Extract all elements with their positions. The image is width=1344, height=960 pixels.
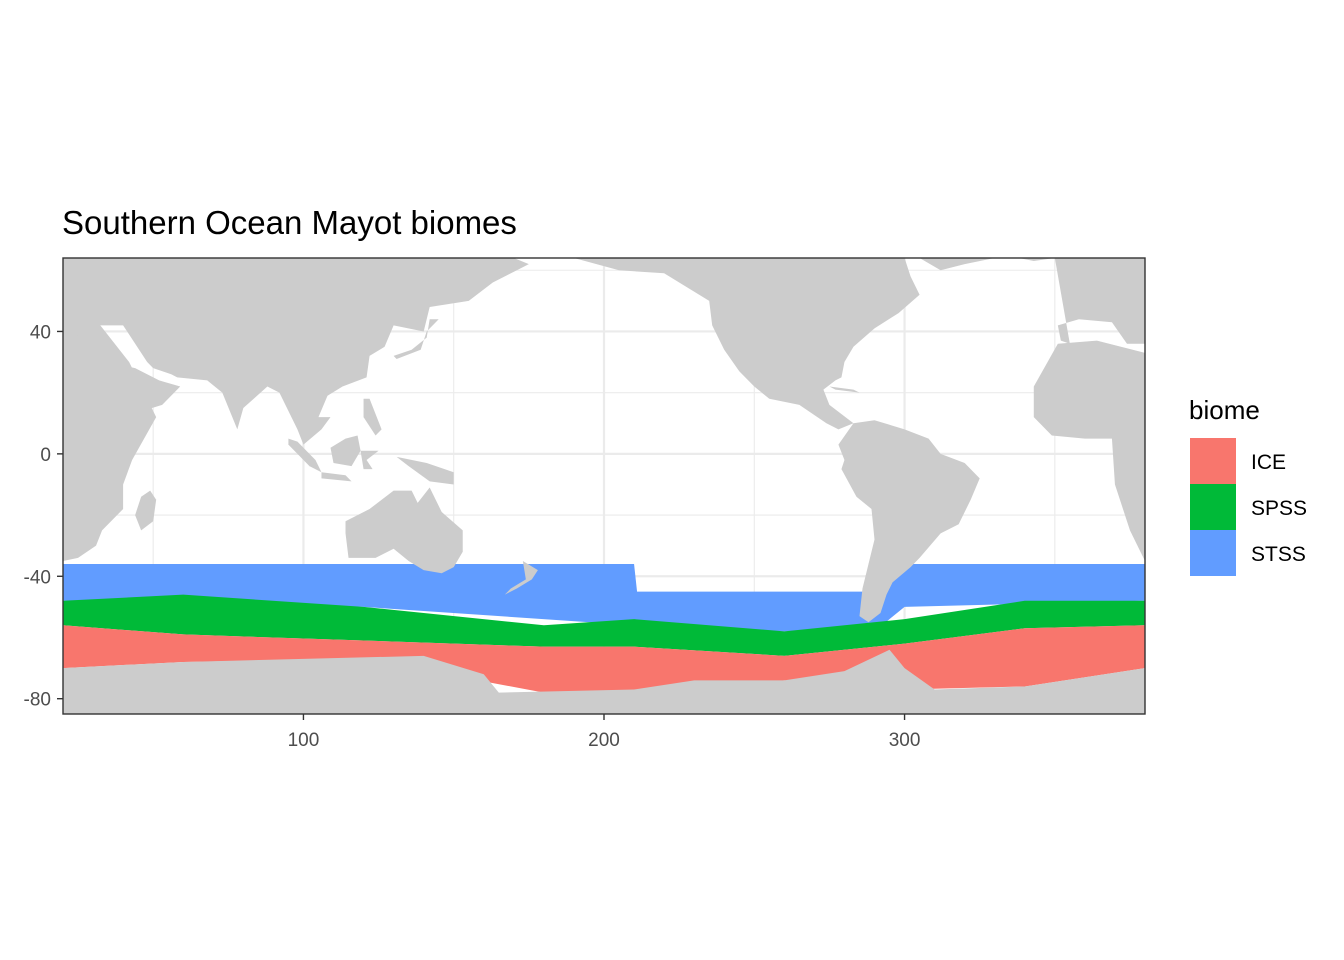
land-japan: [393, 319, 439, 359]
land-eurasia: [63, 258, 529, 445]
land-europe: [1054, 258, 1145, 344]
land-west-africa: [1033, 340, 1145, 561]
land-sulawesi: [360, 450, 379, 470]
legend-label-spss: SPSS: [1251, 497, 1307, 520]
land-new-zealand: [504, 560, 538, 595]
biome-band-spss: [63, 594, 1145, 656]
land-antarctica: [63, 649, 1145, 714]
chart-title: Southern Ocean Mayot biomes: [62, 204, 517, 241]
land-north-america: [573, 258, 920, 430]
legend: biome ICE SPSS STSS: [1189, 395, 1307, 576]
land-africa: [63, 258, 157, 561]
legend-key-spss: [1190, 484, 1236, 530]
land-australia: [345, 487, 463, 574]
legend-key-ice: [1190, 438, 1236, 484]
land-layer: [63, 258, 1145, 714]
land-greenland: [919, 258, 995, 271]
land-iceland: [1018, 258, 1055, 262]
x-tick-label: 100: [288, 730, 320, 751]
x-tick-label: 300: [889, 730, 921, 751]
legend-key-stss: [1190, 530, 1236, 576]
y-tick-label: -40: [24, 567, 51, 588]
land-britain: [1066, 276, 1082, 301]
land-cuba: [829, 386, 860, 393]
land-borneo: [330, 435, 361, 467]
land-philippines: [363, 398, 382, 436]
y-tick-label: -80: [24, 690, 51, 711]
land-arabia: [108, 362, 181, 415]
land-madagascar: [135, 490, 157, 531]
y-tick-label: 40: [30, 322, 51, 343]
x-tick-label: 200: [588, 730, 620, 751]
land-java: [321, 472, 352, 482]
legend-label-stss: STSS: [1251, 543, 1306, 566]
legend-title: biome: [1189, 395, 1260, 425]
land-new-guinea: [396, 456, 454, 485]
land-sumatra: [288, 438, 322, 473]
legend-items: ICE SPSS STSS: [1190, 438, 1307, 576]
land-south-america: [838, 420, 980, 623]
y-tick-label: 0: [40, 445, 51, 466]
legend-label-ice: ICE: [1251, 451, 1286, 474]
plot-panel: [62, 257, 1146, 715]
